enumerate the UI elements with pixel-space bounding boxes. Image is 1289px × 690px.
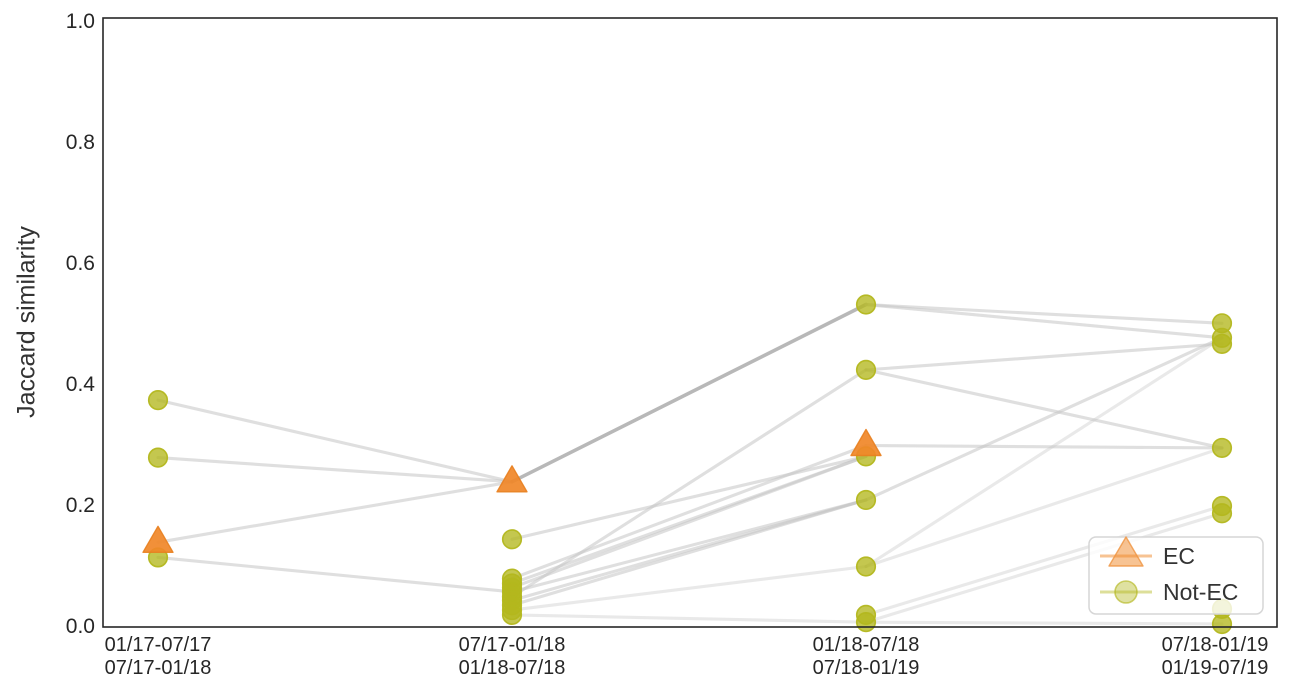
connector-line (864, 336, 1224, 502)
y-tick-label: 0.2 (65, 494, 95, 517)
y-tick-label: 0.6 (65, 252, 95, 275)
legend-ec-marker (1108, 536, 1144, 567)
connector-line (864, 368, 1224, 450)
not-ec-marker (855, 294, 877, 315)
y-tick-label: 0.4 (65, 373, 95, 396)
y-tick-label: 0.0 (65, 615, 95, 638)
connector-line (864, 511, 1224, 624)
not-ec-marker (501, 604, 523, 626)
x-tick-line: 07/18-01/19 (1161, 634, 1269, 656)
not-ec-marker (1211, 503, 1233, 524)
not-ec-marker (855, 489, 877, 511)
connector-line (156, 555, 514, 594)
connector-line (510, 368, 868, 599)
connector-line (864, 504, 1224, 617)
x-tick-line: 01/17-07/17 (104, 634, 212, 656)
connector-line (864, 302, 1224, 340)
connector-line (864, 342, 1224, 372)
not-ec-marker (855, 556, 877, 577)
connector-line (156, 456, 514, 484)
x-tick-line: 07/17-01/18 (458, 634, 566, 656)
not-ec-marker (147, 447, 169, 468)
not-ec-marker (501, 529, 523, 550)
connector-line (864, 336, 1224, 569)
legend-not-ec-marker (1114, 580, 1138, 604)
not-ec-marker (1211, 437, 1233, 459)
connector-line (510, 302, 868, 484)
connector-line (864, 302, 1224, 325)
connector-line (864, 620, 1224, 626)
x-tick-line: 01/18-07/18 (812, 634, 920, 656)
x-tick-line: 01/18-07/18 (458, 657, 566, 679)
legend-label-not-ec: Not-EC (1163, 579, 1239, 605)
not-ec-marker (1211, 613, 1233, 635)
not-ec-marker (855, 612, 877, 633)
connector-line (510, 454, 868, 541)
not-ec-marker (1211, 333, 1233, 354)
x-tick-label-2: 07/17-01/18 01/18-07/18 (402, 634, 622, 680)
connector-line (510, 564, 868, 612)
ec-marker (142, 525, 174, 553)
y-tick-label: 1.0 (65, 10, 95, 33)
not-ec-marker (147, 390, 169, 411)
ec-marker (850, 428, 882, 457)
connector-line (510, 443, 868, 581)
connector-line (864, 443, 1224, 450)
x-tick-line: 07/18-01/19 (812, 657, 920, 679)
x-tick-label-4: 07/18-01/19 01/19-07/19 (1105, 634, 1289, 680)
connector-line (510, 454, 868, 590)
connector-line (510, 498, 868, 607)
connector-line (510, 613, 868, 624)
connector-line (156, 480, 514, 544)
connector-line (864, 446, 1224, 569)
ec-marker (496, 465, 528, 493)
y-tick-label: 0.8 (65, 131, 95, 154)
x-tick-label-3: 01/18-07/18 07/18-01/19 (756, 634, 976, 680)
x-tick-line: 07/17-01/18 (104, 657, 212, 679)
plot-border (102, 17, 1278, 628)
legend-label-ec: EC (1163, 543, 1195, 569)
x-tick-label-1: 01/17-07/17 07/17-01/18 (48, 634, 268, 680)
not-ec-marker (855, 359, 877, 380)
connector-line (156, 398, 514, 484)
x-tick-line: 01/19-07/19 (1161, 657, 1269, 679)
